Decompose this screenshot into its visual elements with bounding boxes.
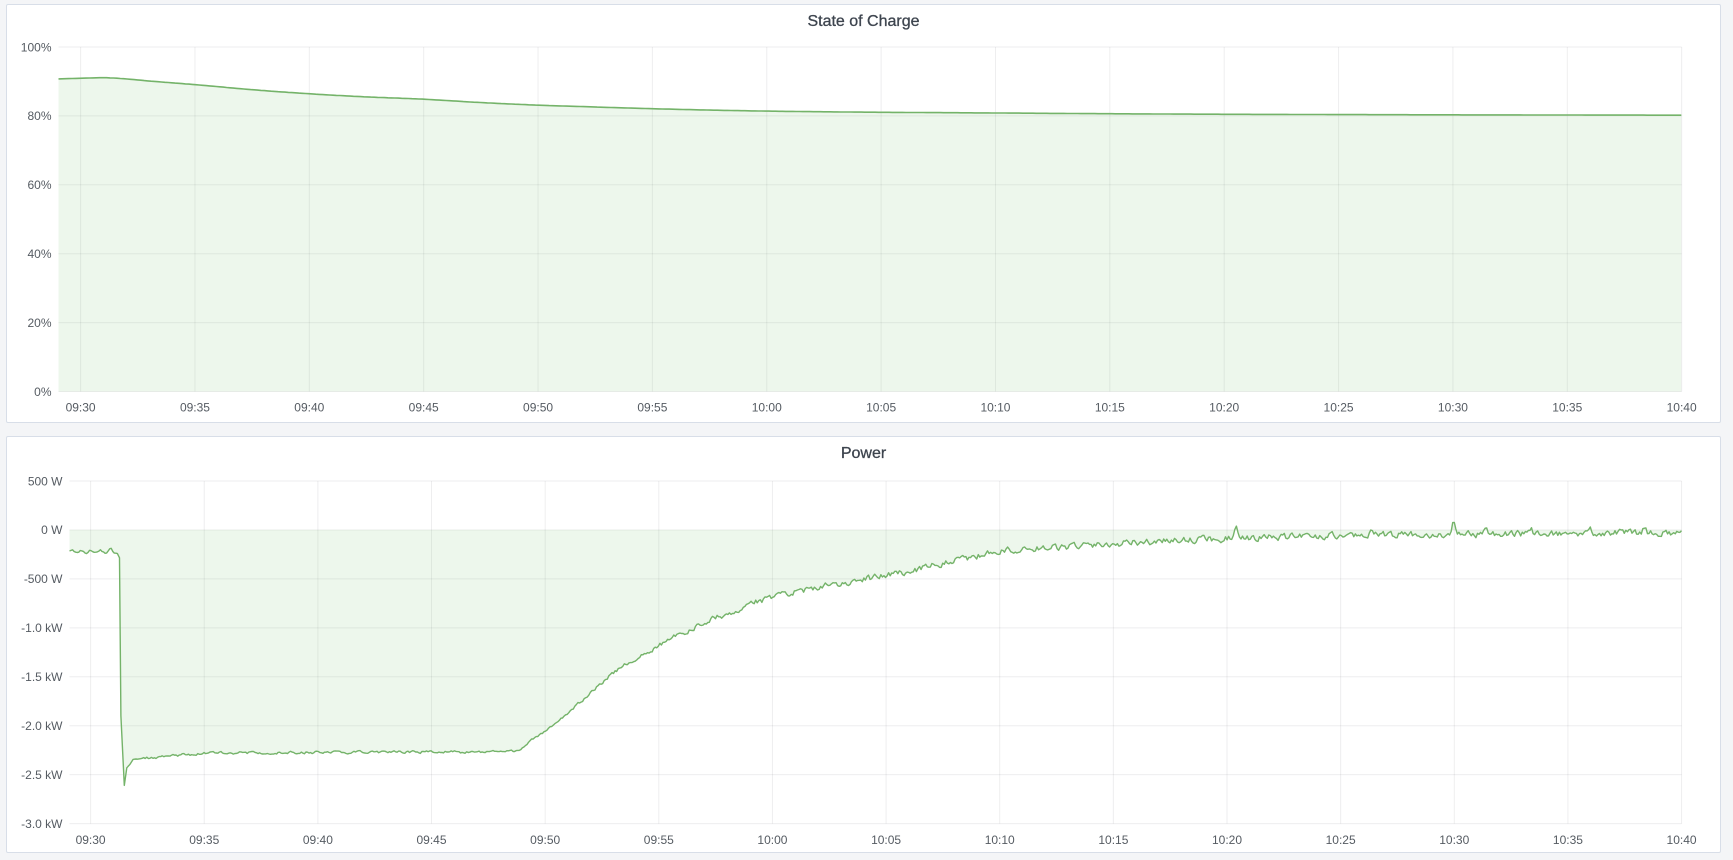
svg-text:09:50: 09:50 <box>523 401 553 415</box>
svg-text:10:35: 10:35 <box>1552 401 1582 415</box>
svg-text:10:05: 10:05 <box>871 833 901 847</box>
svg-text:10:25: 10:25 <box>1326 833 1356 847</box>
svg-text:09:50: 09:50 <box>530 833 560 847</box>
svg-text:80%: 80% <box>27 109 51 123</box>
svg-text:10:30: 10:30 <box>1439 833 1469 847</box>
svg-text:20%: 20% <box>27 316 51 330</box>
svg-text:60%: 60% <box>27 178 51 192</box>
svg-text:10:10: 10:10 <box>985 833 1015 847</box>
svg-text:10:15: 10:15 <box>1098 833 1128 847</box>
svg-text:10:20: 10:20 <box>1209 401 1239 415</box>
svg-text:-3.0 kW: -3.0 kW <box>21 817 63 831</box>
svg-text:09:35: 09:35 <box>189 833 219 847</box>
svg-text:09:30: 09:30 <box>66 401 96 415</box>
svg-text:10:05: 10:05 <box>866 401 896 415</box>
svg-text:-1.5 kW: -1.5 kW <box>21 670 63 684</box>
svg-text:10:20: 10:20 <box>1212 833 1242 847</box>
svg-text:0 W: 0 W <box>41 523 63 537</box>
svg-text:-2.0 kW: -2.0 kW <box>21 719 63 733</box>
svg-text:-1.0 kW: -1.0 kW <box>21 621 63 635</box>
svg-text:-500 W: -500 W <box>24 572 63 586</box>
svg-text:10:35: 10:35 <box>1553 833 1583 847</box>
svg-text:10:15: 10:15 <box>1095 401 1125 415</box>
svg-text:09:35: 09:35 <box>180 401 210 415</box>
svg-text:09:55: 09:55 <box>637 401 667 415</box>
svg-text:09:30: 09:30 <box>76 833 106 847</box>
svg-text:10:00: 10:00 <box>757 833 787 847</box>
svg-text:State of Charge: State of Charge <box>807 13 919 30</box>
svg-text:10:40: 10:40 <box>1667 833 1697 847</box>
svg-text:10:40: 10:40 <box>1667 401 1697 415</box>
svg-text:09:45: 09:45 <box>409 401 439 415</box>
svg-text:09:40: 09:40 <box>294 401 324 415</box>
svg-text:10:10: 10:10 <box>980 401 1010 415</box>
svg-text:10:00: 10:00 <box>752 401 782 415</box>
svg-text:09:40: 09:40 <box>303 833 333 847</box>
svg-text:100%: 100% <box>21 40 52 54</box>
svg-text:10:25: 10:25 <box>1324 401 1354 415</box>
svg-text:500 W: 500 W <box>28 474 63 488</box>
svg-text:09:55: 09:55 <box>644 833 674 847</box>
svg-text:0%: 0% <box>34 385 52 399</box>
svg-text:40%: 40% <box>27 247 51 261</box>
svg-text:-2.5 kW: -2.5 kW <box>21 768 63 782</box>
svg-text:Power: Power <box>841 445 887 462</box>
svg-text:09:45: 09:45 <box>417 833 447 847</box>
svg-text:10:30: 10:30 <box>1438 401 1468 415</box>
